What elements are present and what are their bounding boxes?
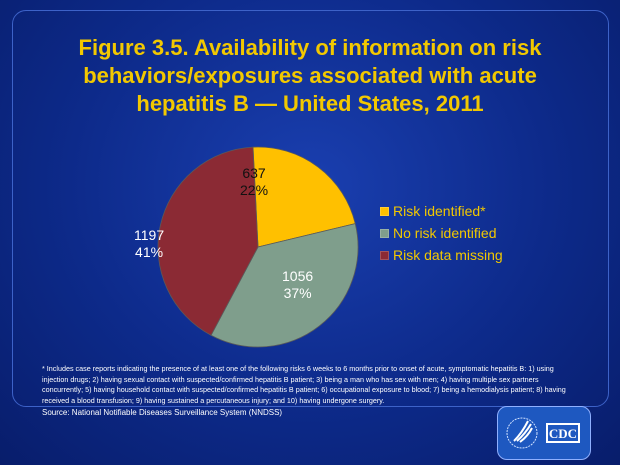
pie-slice xyxy=(157,146,259,336)
svg-text:CDC: CDC xyxy=(549,426,577,441)
slice-label-missing: 1197 41% xyxy=(134,227,164,261)
pie-slice xyxy=(252,146,356,248)
legend-item: Risk data missing xyxy=(380,244,503,266)
chart-title: Figure 3.5. Availability of information … xyxy=(78,35,542,116)
source: Source: National Notifiable Diseases Sur… xyxy=(42,408,283,417)
slice-value: 637 xyxy=(242,165,266,181)
slice-percent: 22% xyxy=(240,182,269,198)
legend: Risk identified* No risk identified Risk… xyxy=(380,200,503,266)
slice-value: 1056 xyxy=(282,268,314,284)
slice-percent: 37% xyxy=(283,285,312,301)
slide-frame xyxy=(12,10,609,407)
slice-value: 1197 xyxy=(134,227,165,243)
cdc-logo: CDC xyxy=(497,406,591,460)
slice-label-no-risk: 1056 37% xyxy=(282,268,313,302)
legend-swatch xyxy=(380,228,389,238)
legend-swatch xyxy=(380,250,389,260)
legend-label: No risk identified xyxy=(393,225,497,241)
legend-item: Risk identified* xyxy=(380,200,503,222)
pie-slice xyxy=(210,223,359,348)
legend-label: Risk identified* xyxy=(393,203,486,219)
slice-label-risk-identified: 637 22% xyxy=(240,165,268,199)
slice-percent: 41% xyxy=(135,244,164,260)
legend-label: Risk data missing xyxy=(393,247,503,263)
legend-swatch xyxy=(380,206,389,216)
legend-item: No risk identified xyxy=(380,222,503,244)
footnote: * Includes case reports indicating the p… xyxy=(42,364,566,405)
